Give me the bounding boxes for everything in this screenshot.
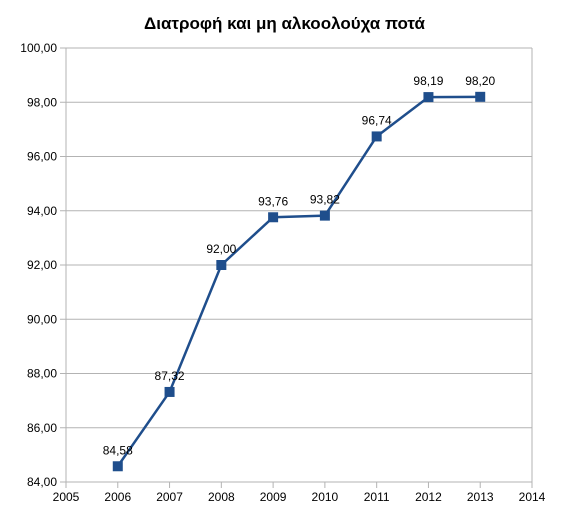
y-tick-label: 98,00 [27, 95, 57, 109]
series-line [116, 95, 481, 467]
x-tick-label: 2005 [53, 490, 80, 504]
data-point-marker [268, 212, 279, 223]
axes [60, 47, 533, 488]
y-tick-label: 88,00 [27, 367, 57, 381]
data-label: 87,32 [155, 369, 185, 383]
data-label: 93,76 [258, 194, 288, 208]
x-tick-labels: 2005 2006 2007 2008 2009 2010 2011 2012 2013 2014 [53, 490, 546, 504]
data-label: 92,00 [206, 242, 236, 256]
data-point-marker [216, 260, 227, 270]
data-point-marker [164, 386, 175, 397]
chart-title: Διατροφή και μη αλκοολούχα ποτά [144, 14, 425, 33]
data-point-marker [475, 91, 486, 102]
x-tick-label: 2011 [364, 490, 390, 504]
x-tick-label: 2006 [104, 490, 131, 504]
y-tick-label: 86,00 [27, 421, 57, 435]
series-group [112, 91, 486, 472]
data-point-marker [371, 131, 382, 142]
x-tick-label: 2010 [312, 490, 339, 504]
x-tick-label: 2009 [260, 490, 287, 504]
data-label: 98,19 [413, 74, 443, 88]
data-point-marker [319, 210, 330, 221]
x-tick-label: 2007 [156, 490, 183, 504]
y-tick-label: 92,00 [27, 258, 57, 272]
data-point-marker [112, 461, 123, 472]
data-label: 96,74 [362, 113, 392, 127]
data-labels: 84,58 87,32 92,00 93,76 93,82 96,74 98,19 98,20 [103, 74, 496, 457]
y-tick-labels: 84,00 86,00 88,00 90,00 92,00 94,00 96,00 98,00… [20, 41, 57, 489]
data-label: 93,82 [310, 193, 340, 207]
data-label: 84,58 [103, 443, 133, 457]
data-label: 98,20 [465, 74, 495, 88]
y-tick-label: 100,00 [20, 41, 57, 55]
grid-lines [66, 47, 532, 483]
x-tick-label: 2012 [415, 490, 442, 504]
data-point-marker [423, 92, 434, 103]
y-tick-label: 90,00 [27, 312, 57, 326]
x-tick-label: 2014 [519, 490, 546, 504]
y-tick-label: 84,00 [27, 475, 57, 489]
x-tick-label: 2013 [467, 490, 494, 504]
y-tick-label: 94,00 [27, 204, 57, 218]
y-tick-label: 96,00 [27, 150, 57, 164]
x-tick-label: 2008 [208, 490, 235, 504]
